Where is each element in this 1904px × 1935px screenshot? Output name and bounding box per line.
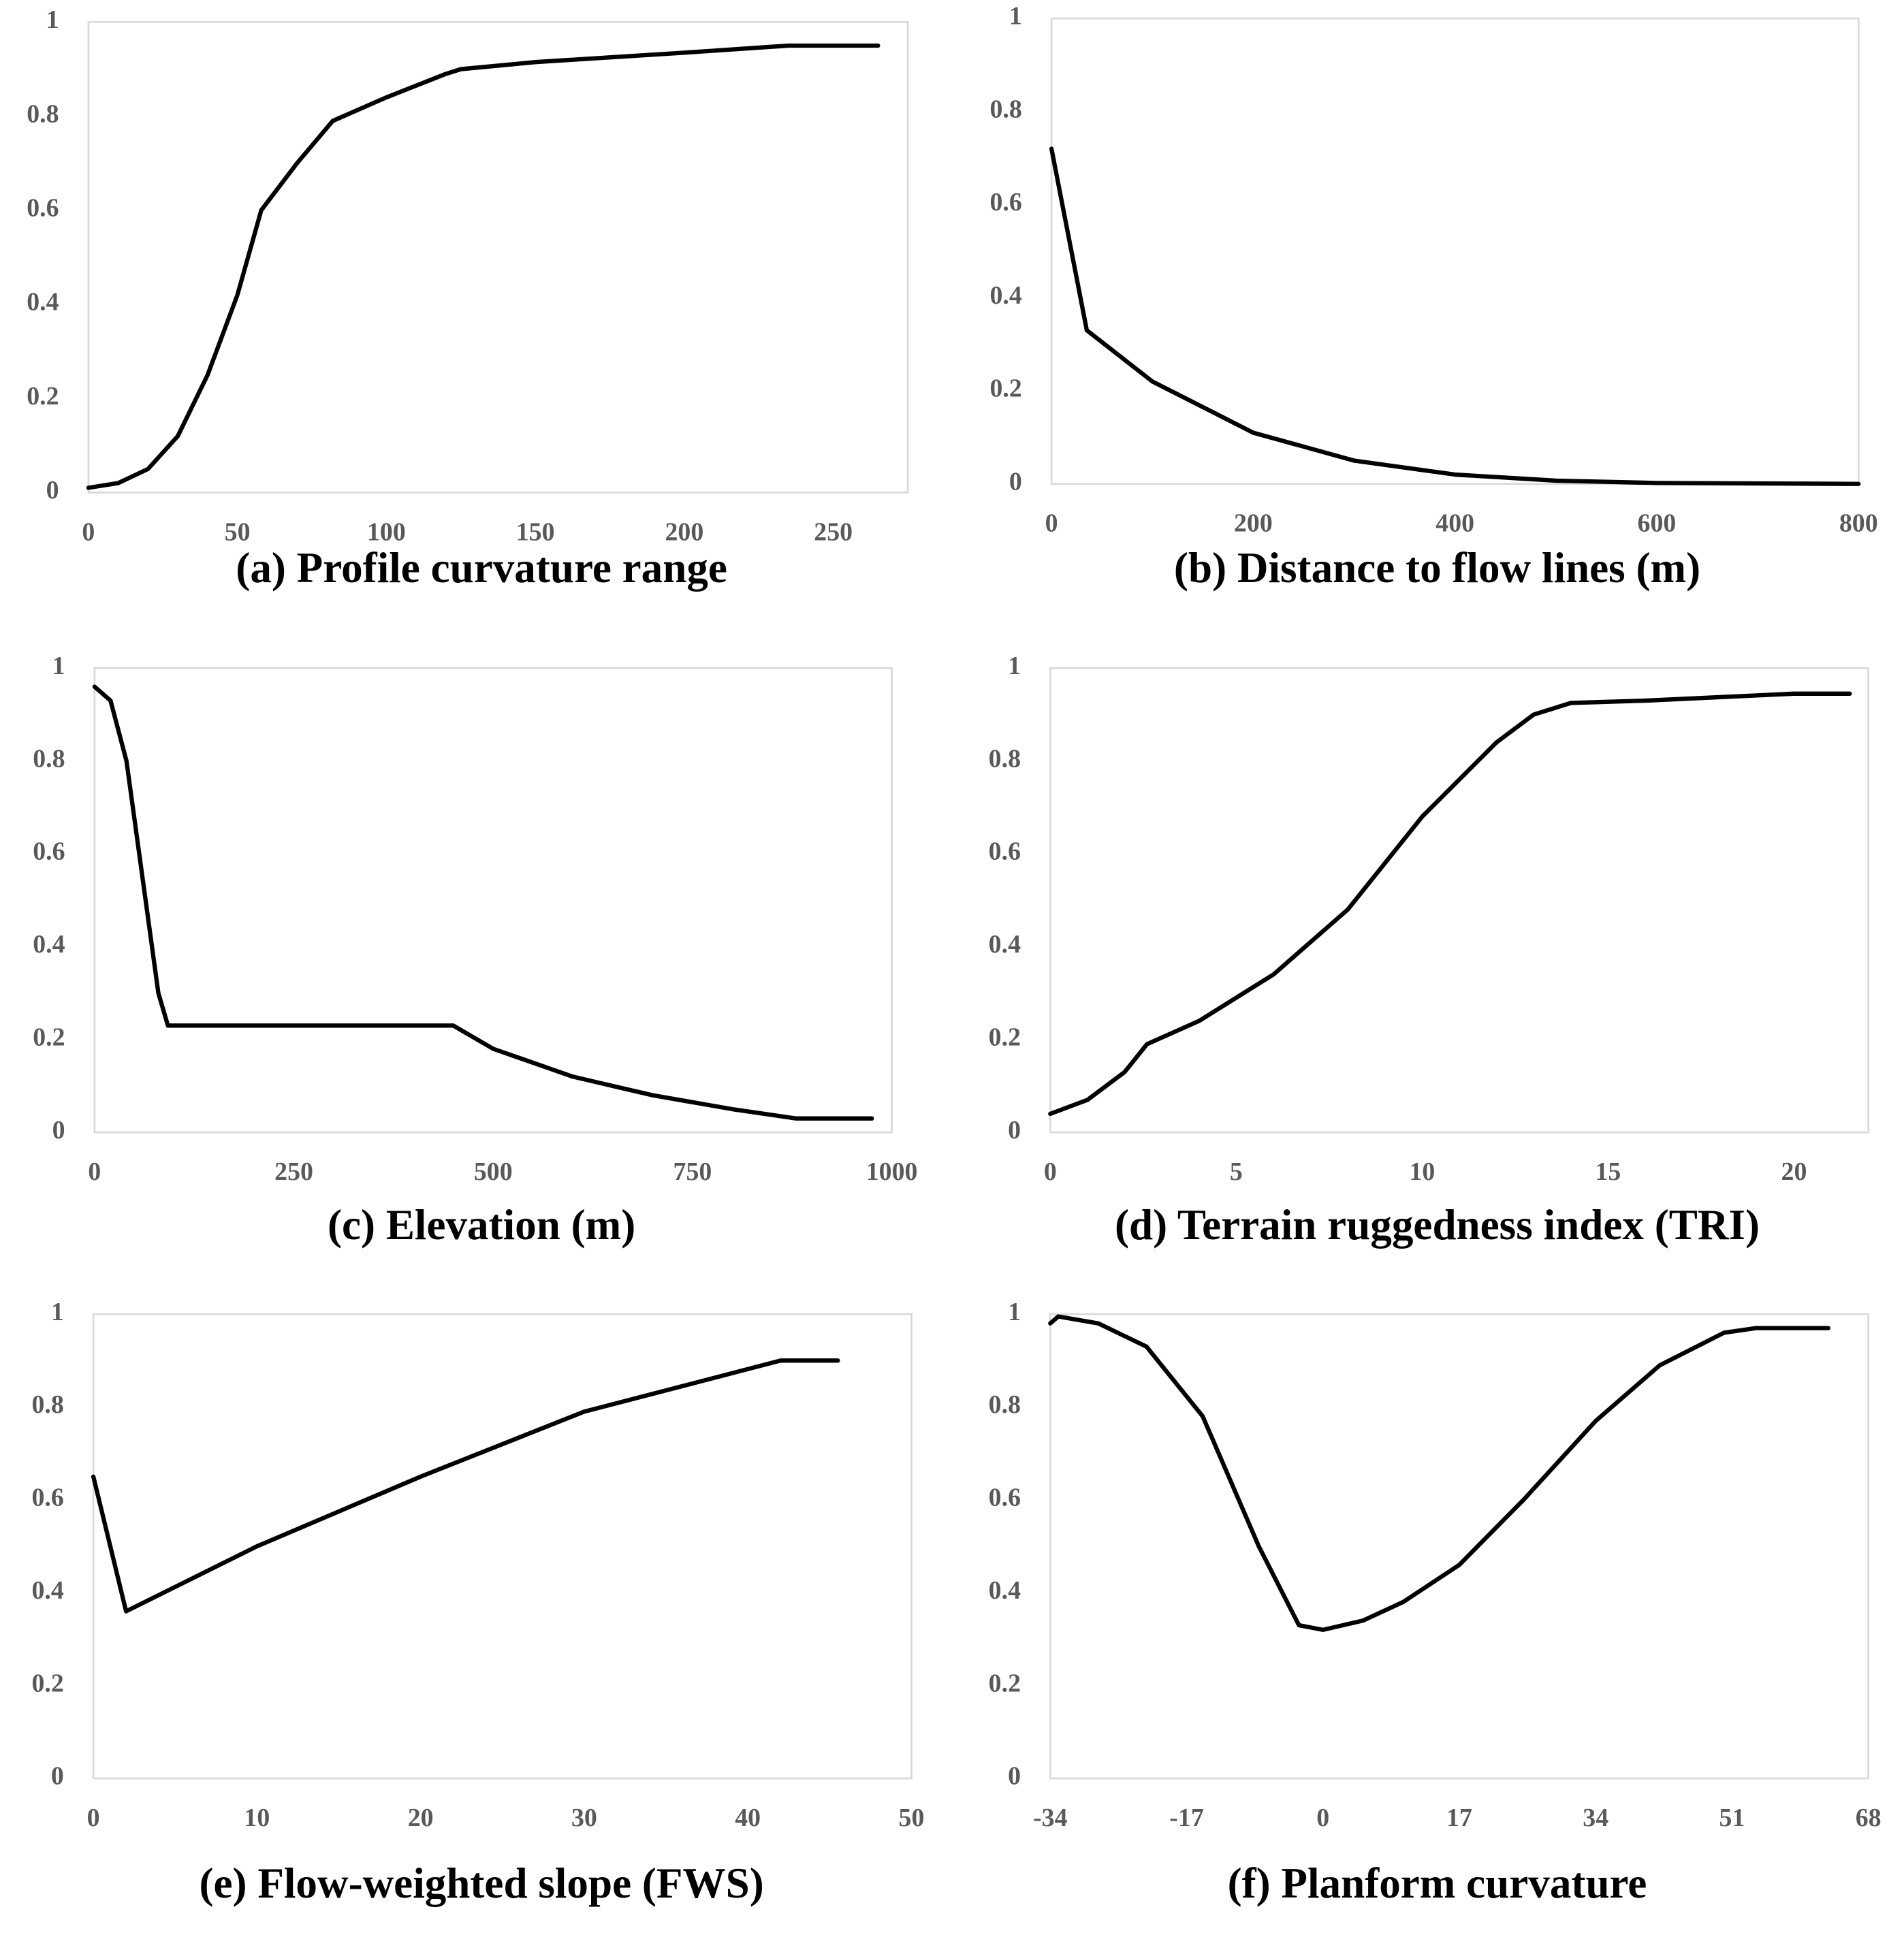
y-tick-label: 0 xyxy=(1008,1762,1021,1791)
y-tick-label: 0.8 xyxy=(989,744,1021,773)
x-tick-label: 600 xyxy=(1638,509,1677,538)
y-tick-label: 1 xyxy=(1008,1298,1021,1326)
y-tick-label: 0 xyxy=(46,476,59,505)
plot-area xyxy=(87,21,909,494)
y-tick-label: 1 xyxy=(1008,652,1021,680)
x-tick-label: 200 xyxy=(665,517,704,546)
y-tick-label: 0.4 xyxy=(989,930,1021,959)
x-tick-label: 0 xyxy=(1316,1804,1329,1832)
x-tick-label: 5 xyxy=(1230,1157,1243,1186)
y-tick-label: 0.8 xyxy=(27,99,59,128)
plot-area xyxy=(1049,667,1870,1134)
x-tick-label: 10 xyxy=(1409,1157,1435,1186)
x-tick-label: 0 xyxy=(82,517,95,546)
y-tick-label: 0.2 xyxy=(989,1669,1021,1697)
y-tick-label: 0.4 xyxy=(31,1576,63,1605)
chart-caption: (e) Flow-weighted slope (FWS) xyxy=(199,1859,763,1907)
y-tick-label: 0.2 xyxy=(989,374,1021,403)
plot-area xyxy=(1050,17,1860,485)
x-tick-label: 250 xyxy=(274,1157,313,1186)
x-tick-label: 30 xyxy=(571,1804,597,1832)
chart-caption: (d) Terrain ruggedness index (TRI) xyxy=(1115,1201,1760,1249)
x-tick-label: 400 xyxy=(1435,509,1474,538)
y-tick-label: 0.2 xyxy=(31,1669,63,1697)
x-tick-label: 250 xyxy=(814,517,853,546)
y-tick-label: 0.6 xyxy=(989,1484,1021,1512)
x-tick-label: 0 xyxy=(88,1157,101,1186)
x-tick-label: -17 xyxy=(1169,1804,1204,1832)
x-tick-label: 150 xyxy=(516,517,555,546)
x-tick-label: 100 xyxy=(367,517,406,546)
chart-caption: (a) Profile curvature range xyxy=(236,544,727,592)
y-tick-label: 0.4 xyxy=(33,930,65,959)
y-tick-label: 0.6 xyxy=(989,188,1021,217)
x-tick-label: 10 xyxy=(244,1804,270,1832)
x-tick-label: 0 xyxy=(1044,1157,1057,1186)
y-tick-label: 0.2 xyxy=(33,1023,65,1051)
plot-area xyxy=(93,667,893,1134)
y-tick-label: 0.8 xyxy=(31,1390,63,1419)
x-tick-label: 50 xyxy=(225,517,251,546)
y-tick-label: 1 xyxy=(46,5,59,34)
y-tick-label: 0 xyxy=(1009,467,1022,496)
x-tick-label: 34 xyxy=(1583,1804,1608,1832)
y-tick-label: 0.8 xyxy=(989,95,1021,123)
line xyxy=(92,684,874,1121)
y-tick-label: 0.4 xyxy=(989,1576,1021,1605)
chart-caption: (f) Planform curvature xyxy=(1228,1859,1647,1907)
x-tick-label: 200 xyxy=(1234,509,1273,538)
y-tick-label: 0.2 xyxy=(989,1023,1021,1051)
y-tick-label: 0.6 xyxy=(989,837,1021,866)
y-tick-label: 0 xyxy=(52,1116,65,1145)
y-tick-label: 0 xyxy=(1008,1116,1021,1145)
y-tick-label: 0.4 xyxy=(989,281,1021,310)
line xyxy=(1049,146,1861,486)
x-tick-label: 17 xyxy=(1446,1804,1472,1832)
x-tick-label: 0 xyxy=(87,1804,100,1832)
x-tick-label: 0 xyxy=(1045,509,1058,538)
x-tick-label: 20 xyxy=(408,1804,434,1832)
line xyxy=(86,43,880,490)
y-tick-label: 0.4 xyxy=(27,288,59,317)
x-tick-label: 20 xyxy=(1781,1157,1807,1186)
y-tick-label: 1 xyxy=(51,1298,64,1326)
y-tick-label: 0.2 xyxy=(27,382,59,411)
y-tick-label: 0.6 xyxy=(27,194,59,223)
line xyxy=(1048,691,1852,1117)
line xyxy=(91,1358,840,1614)
x-tick-label: 800 xyxy=(1839,509,1878,538)
chart-caption: (b) Distance to flow lines (m) xyxy=(1174,544,1700,592)
y-tick-label: 0.8 xyxy=(989,1390,1021,1419)
x-tick-label: 68 xyxy=(1856,1804,1882,1832)
y-tick-label: 0.6 xyxy=(31,1484,63,1512)
y-tick-label: 1 xyxy=(1009,2,1022,31)
x-tick-label: 750 xyxy=(673,1157,712,1186)
x-tick-label: -34 xyxy=(1033,1804,1068,1832)
plot-area xyxy=(1049,1313,1870,1780)
plot-area xyxy=(92,1313,913,1780)
y-tick-label: 0.8 xyxy=(33,744,65,773)
x-tick-label: 40 xyxy=(735,1804,761,1832)
y-tick-label: 0.6 xyxy=(33,837,65,866)
x-tick-label: 50 xyxy=(899,1804,925,1832)
chart-caption: (c) Elevation (m) xyxy=(328,1201,635,1249)
line xyxy=(1048,1314,1830,1632)
x-tick-label: 15 xyxy=(1595,1157,1621,1186)
x-tick-label: 51 xyxy=(1719,1804,1745,1832)
x-tick-label: 500 xyxy=(474,1157,513,1186)
x-tick-label: 1000 xyxy=(866,1157,918,1186)
y-tick-label: 1 xyxy=(52,652,65,680)
y-tick-label: 0 xyxy=(51,1762,64,1791)
